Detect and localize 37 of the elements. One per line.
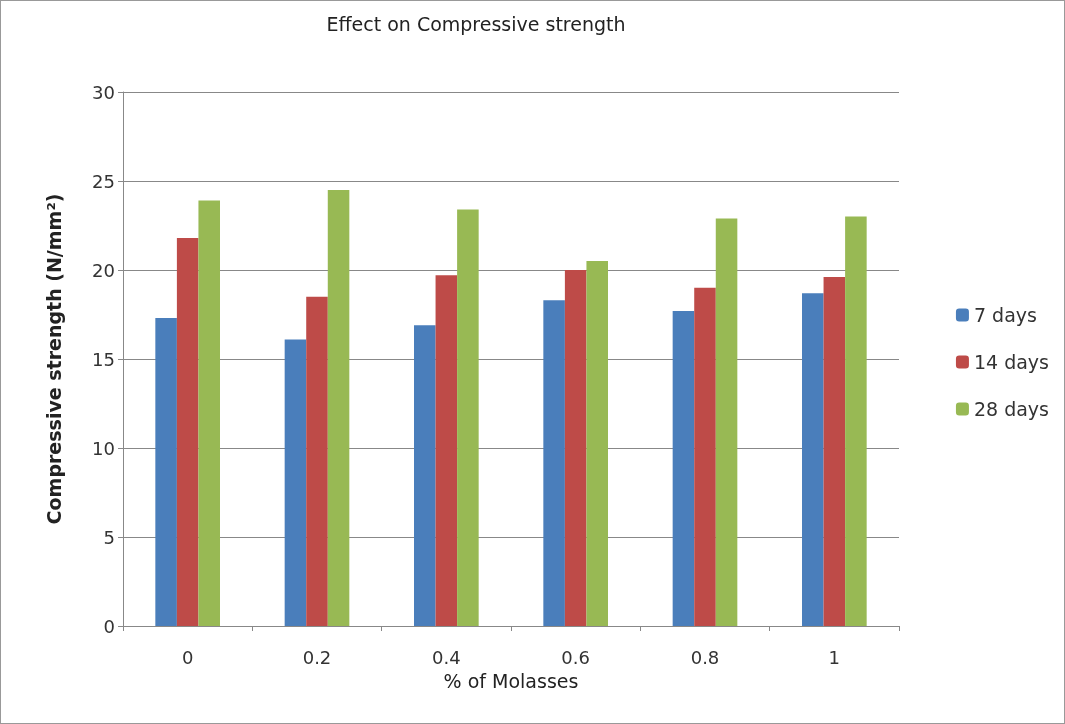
bar	[155, 318, 177, 626]
y-tick-label: 10	[92, 437, 115, 459]
x-tick-label: 0.4	[432, 646, 461, 668]
bar	[414, 325, 436, 626]
bar	[845, 216, 867, 626]
bar	[694, 287, 716, 626]
y-tick-label: 20	[92, 259, 115, 281]
bar	[802, 293, 824, 626]
x-tick-label: 1	[828, 646, 841, 668]
y-tick-label: 25	[92, 170, 115, 192]
bar	[176, 237, 199, 626]
legend-label: 28 days	[973, 398, 1050, 420]
bar	[715, 218, 738, 626]
legend-label: 7 days	[973, 304, 1037, 326]
bar	[198, 200, 220, 626]
y-tick-label: 15	[92, 348, 115, 370]
bar	[672, 310, 695, 626]
bar	[543, 300, 565, 626]
x-tick-label: 0.6	[561, 646, 590, 668]
y-tick-label: 30	[92, 81, 115, 103]
bar	[435, 275, 458, 626]
bar	[306, 296, 328, 626]
y-tick-label: 5	[103, 526, 115, 548]
x-tick-label: 0.2	[302, 646, 332, 668]
legend-label: 14 days	[973, 351, 1050, 373]
bar	[564, 270, 587, 626]
bar	[586, 261, 608, 626]
x-axis-title: % of Molasses	[443, 669, 579, 692]
bar	[823, 277, 846, 626]
chart-title: Effect on Compressive strength	[326, 12, 626, 35]
y-axis-title: Compressive strength (N/mm²)	[42, 193, 65, 525]
bar	[327, 189, 350, 626]
x-tick-label: 0	[181, 646, 194, 668]
bar	[284, 339, 307, 626]
bar	[457, 209, 479, 626]
x-tick-label: 0.8	[690, 646, 720, 668]
y-tick-label: 0	[103, 615, 115, 637]
